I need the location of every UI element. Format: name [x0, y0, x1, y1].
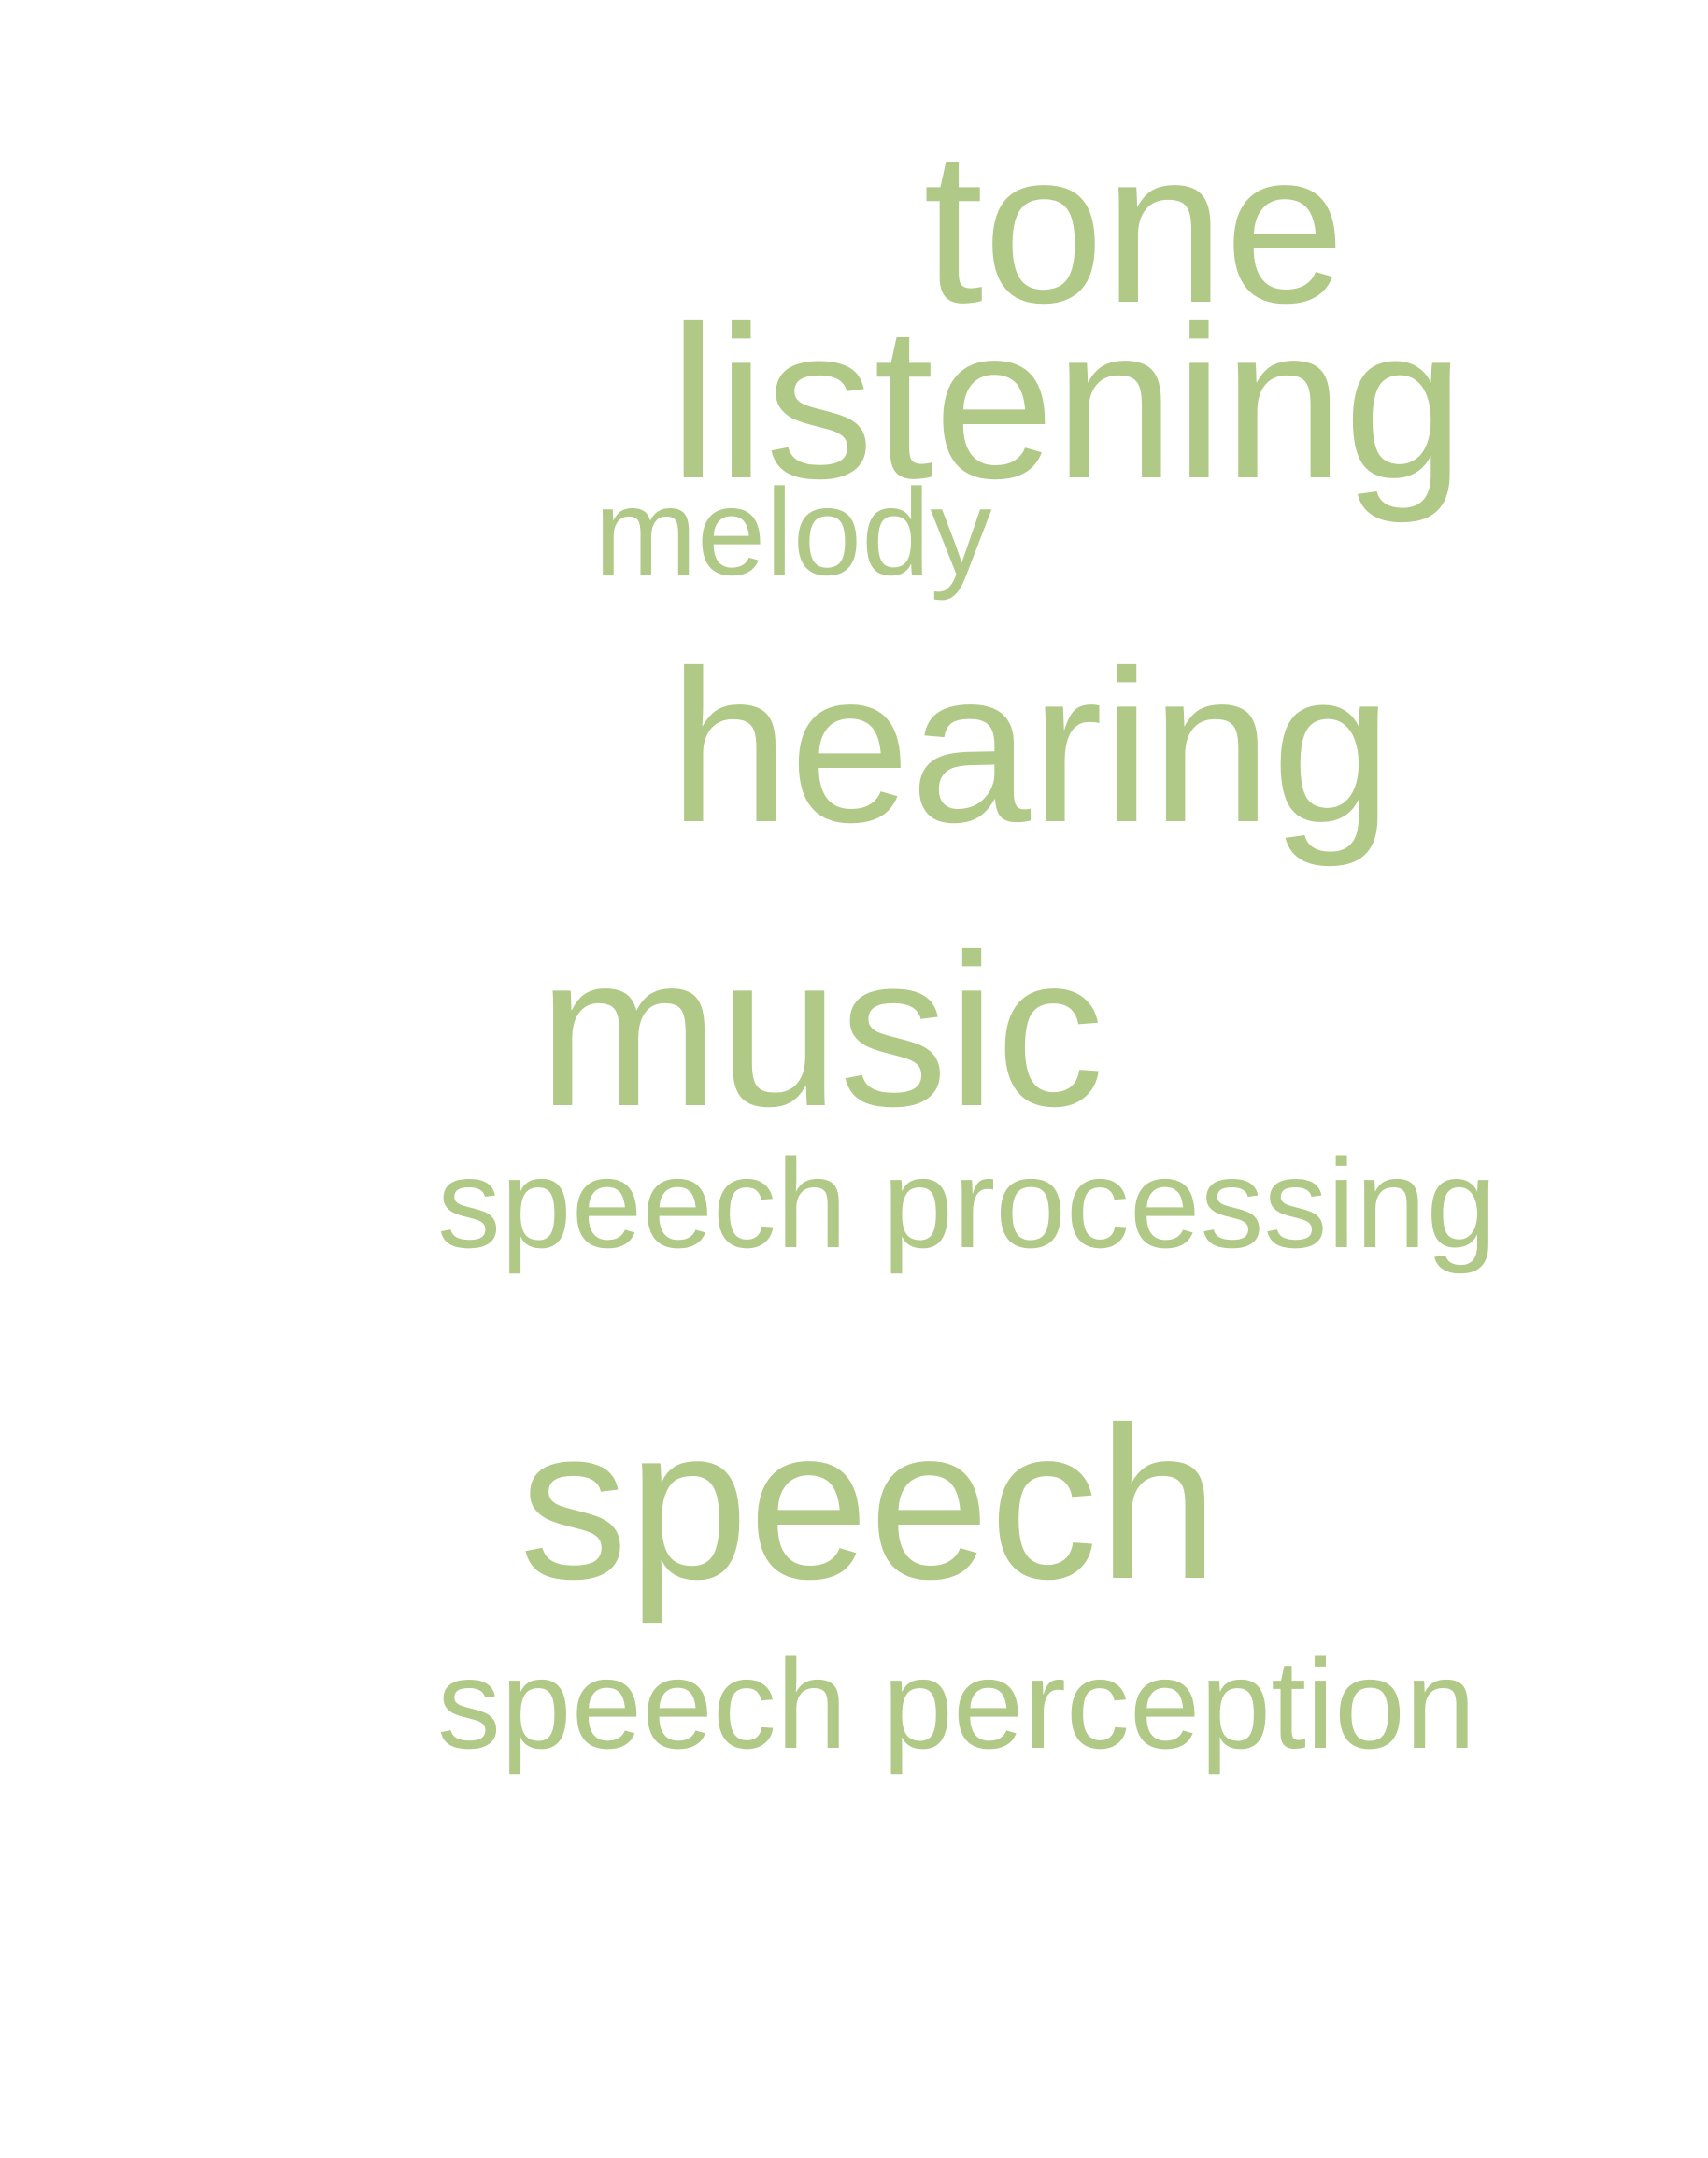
word-hearing: hearing: [669, 626, 1392, 868]
word-speech: speech: [520, 1383, 1219, 1625]
word-tone: tone: [923, 106, 1345, 348]
word-melody: melody: [594, 463, 992, 601]
word-listening: listening: [669, 282, 1465, 524]
word-speech-perception: speech perception: [437, 1633, 1476, 1775]
word-music: music: [538, 910, 1104, 1152]
word-speech-processing: speech processing: [437, 1132, 1498, 1274]
